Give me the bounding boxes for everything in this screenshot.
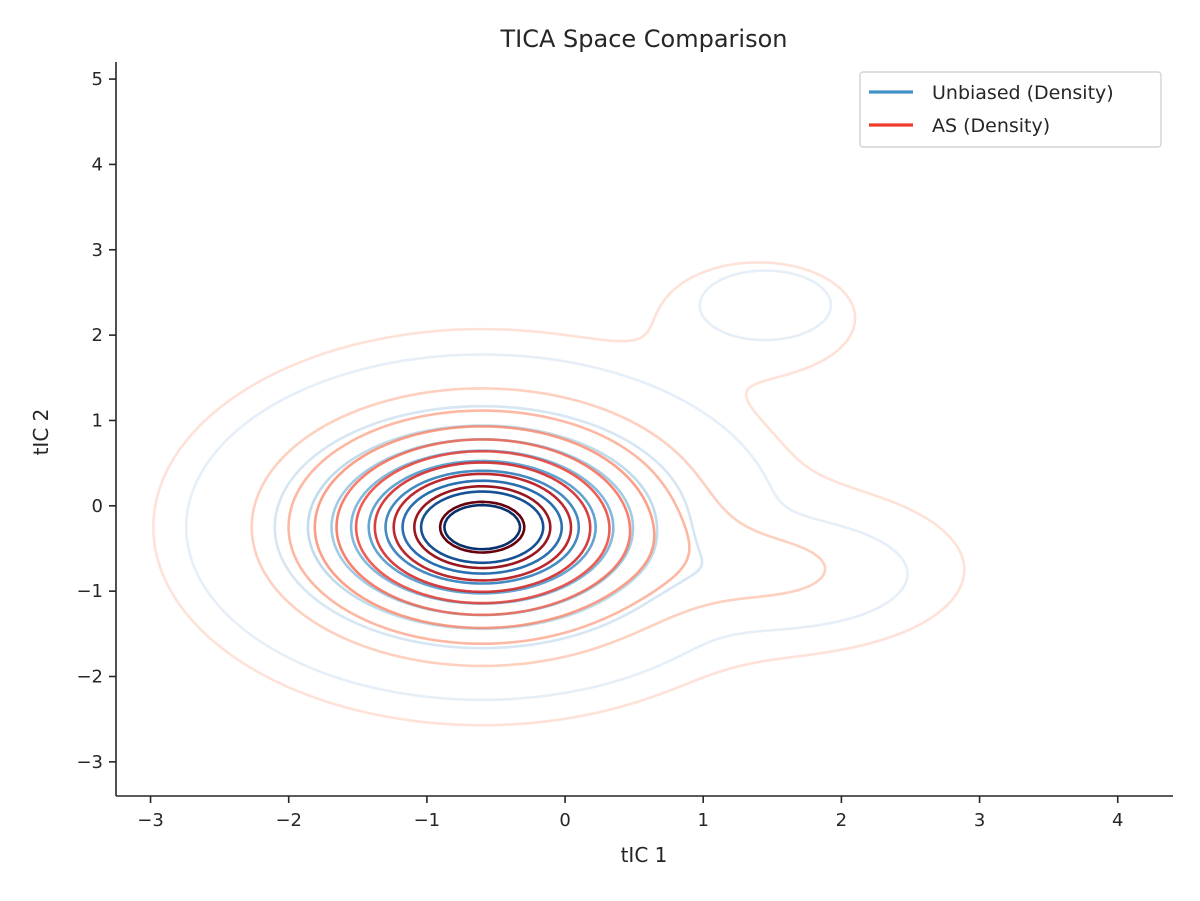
contour-series-as [152,261,966,727]
y-tick-label: −3 [76,752,103,773]
x-ticks: −3 −2 −1 0 1 2 3 4 [137,796,1123,831]
y-tick-label: −1 [76,581,103,602]
y-ticks: −3 −2 −1 0 1 2 3 4 5 [76,69,116,773]
x-tick-label: 3 [974,810,985,831]
x-tick-label: 0 [559,810,570,831]
y-tick-label: 4 [92,154,103,175]
x-axis-label: tIC 1 [621,843,668,867]
legend-label-unbiased: Unbiased (Density) [932,82,1114,104]
contour-line [335,438,632,617]
legend: Unbiased (Density) AS (Density) [859,71,1162,148]
contour-line [443,503,522,551]
y-axis-label: tIC 2 [29,409,53,456]
contour-line [313,425,656,630]
y-tick-label: 3 [92,240,103,261]
y-tick-label: 5 [92,69,103,90]
contour-line [412,484,552,570]
contour-line [373,461,592,594]
x-tick-label: −1 [414,810,441,831]
chart-title: TICA Space Comparison [499,25,787,53]
y-tick-label: 0 [92,496,103,517]
contour-line [273,404,704,650]
contour-line [287,409,691,646]
contour-series-unbiased [184,269,909,702]
contour-line [184,269,909,702]
x-tick-label: −3 [137,810,164,831]
legend-box [859,71,1162,148]
legend-label-as: AS (Density) [932,115,1050,137]
x-tick-label: −2 [275,810,302,831]
y-tick-label: 1 [92,410,103,431]
x-tick-label: 2 [836,810,847,831]
x-tick-label: 4 [1112,810,1123,831]
contour-line [438,500,526,554]
contour-line [419,490,545,565]
y-tick-label: −2 [76,667,103,688]
contour-line [401,479,564,575]
contour-line [250,387,827,668]
contour-line [367,459,597,595]
contour-line [392,472,573,582]
contour-plot-area [152,261,966,727]
x-tick-label: 1 [697,810,708,831]
contour-line [384,469,581,585]
y-tick-label: 2 [92,325,103,346]
contour-line [354,449,611,605]
contour-line [152,261,966,727]
